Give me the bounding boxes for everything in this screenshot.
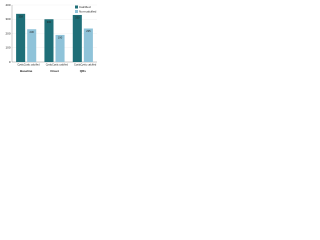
value-label: 338 [18, 15, 23, 19]
bar-label: Cystic calcified [52, 64, 68, 67]
y-tick-label: 0 [9, 60, 11, 64]
y-tick-label: 100 [5, 46, 10, 50]
legend-swatch [75, 10, 78, 13]
bar [72, 14, 82, 63]
value-label: 230 [30, 30, 35, 34]
value-label: 300 [47, 20, 52, 24]
bar-label: Cystic [74, 64, 81, 67]
y-tick-label: 200 [5, 31, 10, 35]
bar [55, 34, 65, 62]
chart: 0 100 200 300 400 338 Cystic 230 Cystic calcifie… [5, 3, 97, 73]
value-label: 330 [75, 16, 80, 20]
legend-swatch [75, 5, 78, 9]
page: {"chart_data": {"type": "bar", "categori… [0, 0, 100, 81]
bar [44, 19, 54, 62]
bar [16, 13, 26, 63]
bar-label: Cystic calcified [80, 64, 96, 67]
legend-label: Calcified [79, 5, 91, 9]
value-label: 235 [86, 29, 91, 33]
bar-label: Cystic [17, 64, 24, 67]
bar [83, 28, 93, 62]
x-tick-label: QRs [80, 69, 87, 73]
y-tick-label: 300 [5, 17, 10, 21]
bar [27, 29, 37, 63]
x-tick-label: Baseline [20, 69, 33, 73]
bar-label: Cystic [46, 64, 53, 67]
bar-label: Cystic calcified [24, 64, 40, 67]
value-label: 190 [58, 36, 63, 40]
x-tick-label: Onset [50, 69, 59, 73]
y-tick-label: 400 [5, 3, 10, 7]
legend-label: Non-calcified [79, 9, 97, 13]
